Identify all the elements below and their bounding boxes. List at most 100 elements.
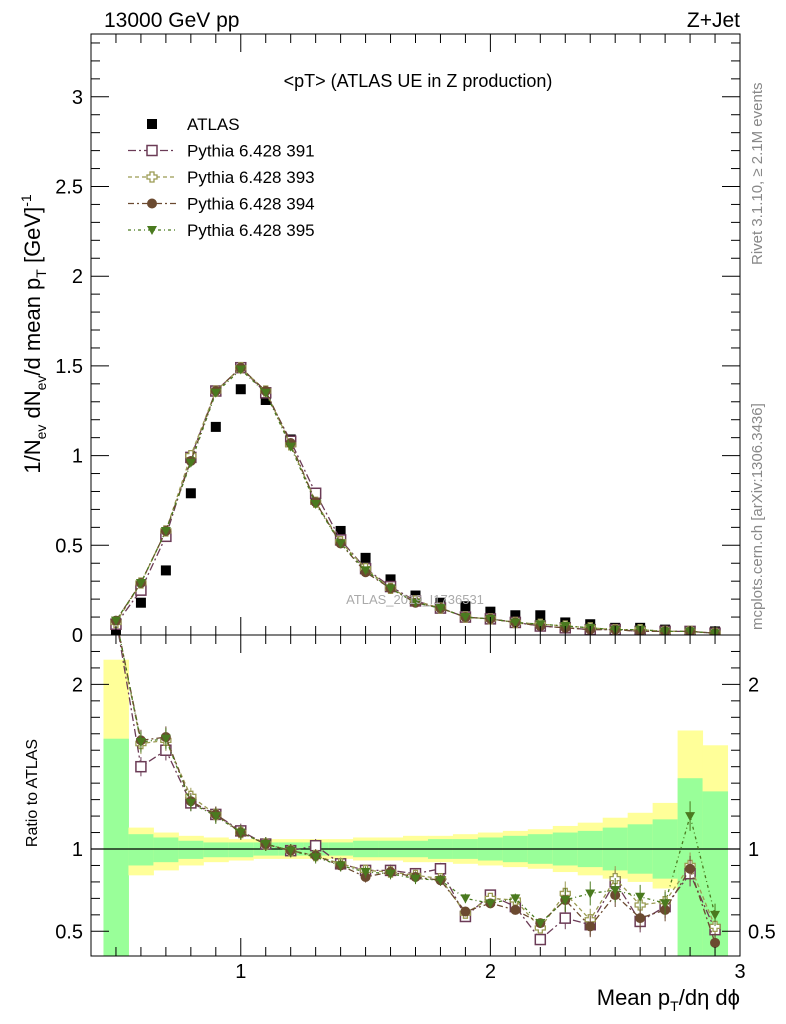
ratio-y-axis-label: Ratio to ATLAS [24,739,41,847]
data-point [160,526,171,536]
ratio-point [410,874,421,884]
data-point [285,442,296,452]
ratio-point [160,734,171,744]
legend-label: Pythia 6.428 394 [187,195,315,214]
x-tick-label: 3 [734,961,745,983]
ratio-point [685,812,696,822]
ratio-series-3 [118,635,721,929]
data-point [385,574,396,585]
data-point [510,618,521,628]
data-point [360,566,371,576]
data-point [460,613,471,623]
ratio-point [135,738,146,747]
data-point [460,601,471,612]
inner-band [228,842,254,858]
y-tick-label: 2.5 [55,176,83,198]
data-point [110,616,121,626]
legend-label: ATLAS [187,115,240,134]
legend-item-3: Pythia 6.428 394 [128,195,315,214]
ratio-point [309,839,322,852]
x-axis-label: Mean pT/dη dϕ [597,985,740,1014]
ratio-y-tick-label-right: 1 [748,839,759,861]
ratio-point [709,920,721,933]
ratio-point [510,904,521,915]
legend-marker [147,119,157,129]
data-point [535,610,546,621]
energy-label: 13000 GeV pp [104,9,239,32]
legend-marker [146,144,158,157]
ratio-point [210,812,221,822]
y-tick-label: 2 [72,266,83,288]
data-point [335,525,346,536]
legend-label: Pythia 6.428 391 [187,142,315,161]
ratio-y-tick-label: 0.5 [55,921,83,943]
ratio-point [685,863,696,874]
ratio-point [434,863,447,875]
ratio-point [710,910,721,920]
legend-item-2: Pythia 6.428 393 [128,168,315,187]
ratio-point [585,889,596,899]
ratio-y-tick-label: 2 [72,674,83,696]
data-point [210,421,221,432]
process-label: Z+Jet [687,9,740,32]
legend: ATLAS Pythia 6.428 391 Pythia 6.428 393 Pyt… [128,115,315,240]
data-point [185,458,196,468]
legend-item-0: ATLAS [147,115,240,134]
x-tick-label: 1 [235,961,246,983]
watermark: ATLAS_2019_I1736531 [346,592,484,607]
ratio-point [285,846,296,856]
inner-band [178,840,204,859]
ratio-point [185,798,196,808]
ratio-point [435,876,446,886]
main-y-axis-label: 1/Nev dNev/d mean pT [GeV]-1 [18,194,49,474]
ratio-point [460,894,471,904]
ratio-point [135,760,147,773]
ratio-point [560,896,571,906]
y-tick-label: 1.5 [55,356,83,378]
ratio-y-tick-label-right: 2 [748,674,759,696]
data-point [335,539,346,549]
ratio-point [335,861,346,871]
data-point [410,598,421,608]
ratio-point [559,912,572,924]
ratio-point [660,899,671,909]
ratio-panel: 0.5 0.5 1 1 2 2 1 2 3 [55,634,776,983]
inner-band [128,834,154,866]
ratio-point [585,921,596,932]
data-point [160,565,171,576]
legend-marker [147,226,157,235]
ratio-point [534,933,547,946]
data-point [135,578,146,588]
main-panel: 0 0.5 1 1.5 2 2.5 3 ATLAS_2019_I1736531 [55,33,741,647]
data-point [135,597,146,608]
data-point [485,606,496,617]
ratio-y-tick-label-right: 0.5 [748,921,776,943]
data-point [310,500,321,510]
uncertainty-bands [103,659,729,956]
legend-item-4: Pythia 6.428 395 [128,221,315,240]
legend-label: Pythia 6.428 395 [187,221,315,240]
ratio-point [385,869,396,879]
y-tick-label: 0 [72,625,83,647]
ratio-point [310,853,321,863]
ratio-point [235,828,246,838]
ratio-point [460,906,471,917]
legend-marker [146,171,158,183]
ratio-point [535,919,546,929]
ratio-point [510,894,521,904]
data-point [235,365,246,375]
legend-label: Pythia 6.428 393 [187,168,315,187]
side-label-top: Rivet 3.1.10, ≥ 2.1M events [749,83,766,266]
data-point [360,552,371,563]
data-point [385,584,396,594]
y-tick-label: 0.5 [55,535,83,557]
data-point [210,388,221,398]
ratio-point [635,913,646,924]
ratio-point [360,868,371,878]
ratio-point [485,899,496,909]
data-point [435,604,446,614]
data-point [535,620,546,630]
ratio-point [710,937,721,948]
data-point [260,394,271,405]
